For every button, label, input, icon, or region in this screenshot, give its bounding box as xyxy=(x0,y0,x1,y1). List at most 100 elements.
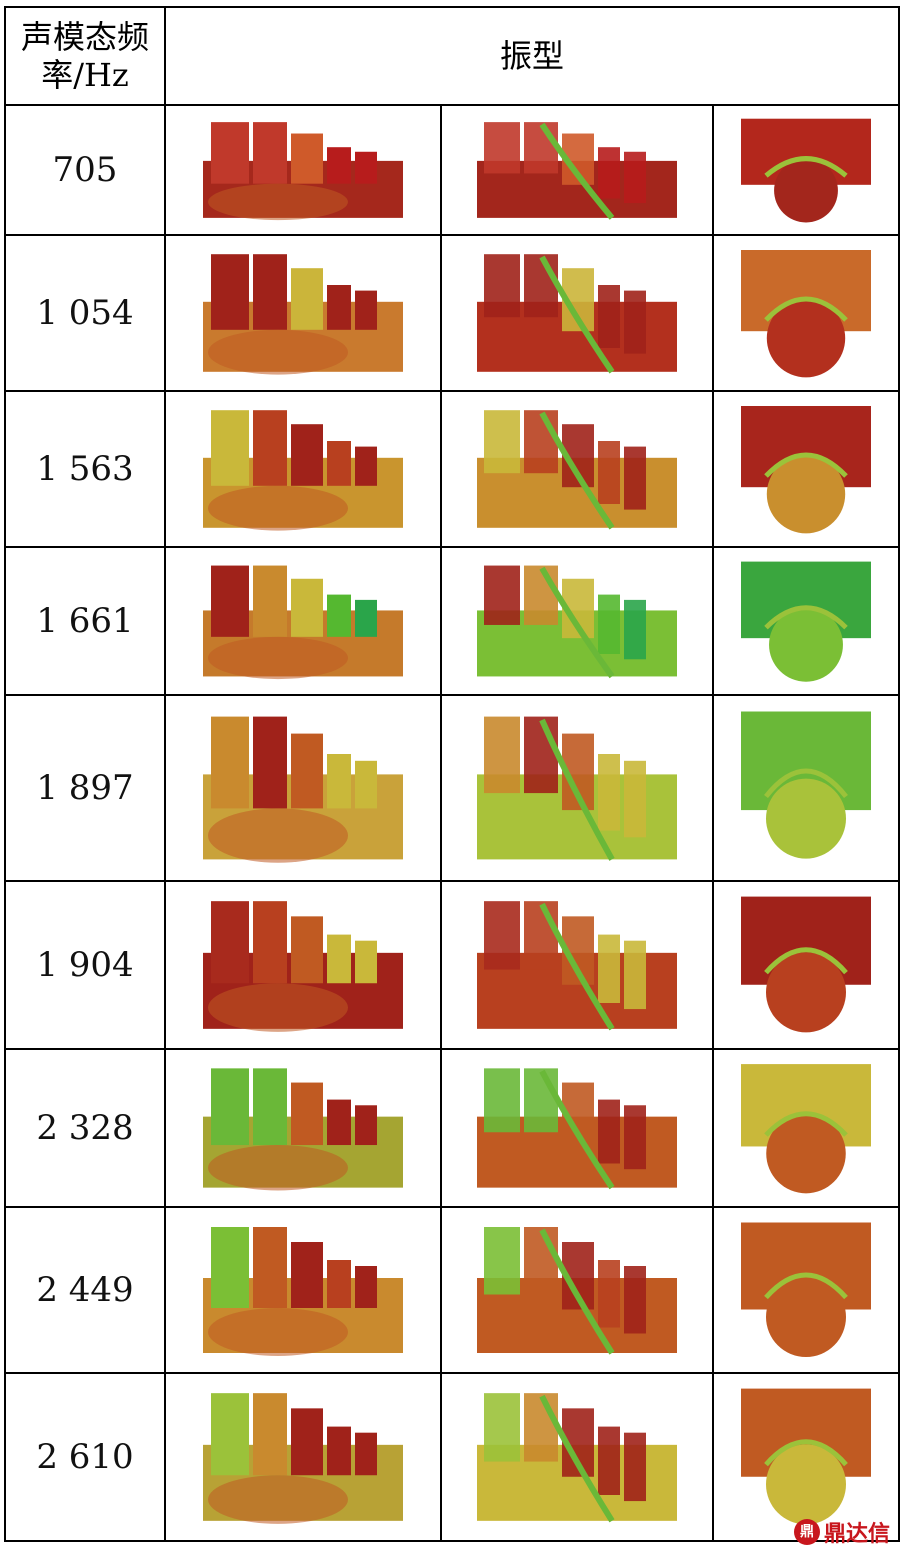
block xyxy=(253,254,287,330)
block xyxy=(291,578,323,637)
frequency-cell: 1 897 xyxy=(4,694,166,882)
section-view-figure xyxy=(477,410,677,530)
mode-shape-side-view-b xyxy=(440,1048,714,1208)
block xyxy=(327,147,351,184)
nodal-arc xyxy=(764,605,848,630)
nodal-line xyxy=(539,718,615,861)
block xyxy=(211,1068,249,1146)
side-view-figure xyxy=(203,565,403,680)
frequency-cell: 2 449 xyxy=(4,1206,166,1374)
table-row: 1 563 xyxy=(4,390,900,548)
block xyxy=(253,122,287,184)
mode-shape-front-view xyxy=(711,546,900,696)
mode-shape-side-view-a xyxy=(164,1206,442,1374)
block xyxy=(624,151,646,204)
mode-shape-side-view-a xyxy=(164,234,442,392)
block xyxy=(598,1426,620,1495)
table-row: 1 054 xyxy=(4,234,900,392)
table-row: 2 610 xyxy=(4,1372,900,1542)
mode-shape-side-view-b xyxy=(440,546,714,696)
block xyxy=(291,424,323,486)
block xyxy=(598,1099,620,1164)
nodal-line xyxy=(539,255,615,374)
block xyxy=(355,599,377,637)
side-view-figure xyxy=(203,122,403,221)
nodal-arc xyxy=(764,296,848,322)
side-view-figure xyxy=(203,901,403,1032)
nodal-arc xyxy=(764,156,848,178)
watermark-logo-icon: 鼎 xyxy=(793,1519,820,1545)
section-view-figure xyxy=(477,122,677,220)
section-view-figure xyxy=(477,1393,677,1523)
block xyxy=(291,1408,323,1476)
block xyxy=(598,441,620,504)
nodal-line xyxy=(539,1228,615,1355)
mode-shape-front-view xyxy=(711,234,900,392)
block xyxy=(291,133,323,184)
cylinder-section xyxy=(766,778,846,859)
mode-shape-side-view-b xyxy=(440,234,714,392)
block xyxy=(327,1099,351,1146)
front-view-figure xyxy=(741,1222,871,1357)
block xyxy=(327,1260,351,1308)
cylinder-section xyxy=(766,952,846,1033)
mode-shape-front-view xyxy=(711,880,900,1050)
contour-band xyxy=(208,1145,348,1191)
block xyxy=(327,934,351,984)
frequency-cell: 1 661 xyxy=(4,546,166,696)
contour-band xyxy=(208,329,348,375)
front-view-figure xyxy=(741,118,871,223)
block xyxy=(327,1426,351,1476)
section-view-figure xyxy=(477,901,677,1031)
nodal-arc xyxy=(764,1111,848,1137)
block xyxy=(484,901,520,970)
block xyxy=(355,1105,377,1146)
mode-shape-front-view xyxy=(711,1206,900,1374)
contour-band xyxy=(208,808,348,863)
block xyxy=(598,754,620,831)
block xyxy=(524,716,558,794)
block xyxy=(524,901,558,970)
mode-shape-front-view xyxy=(711,390,900,548)
frequency-cell: 2 328 xyxy=(4,1048,166,1208)
block xyxy=(355,446,377,486)
mode-shape-side-view-a xyxy=(164,1048,442,1208)
block xyxy=(484,565,520,625)
block xyxy=(624,940,646,1010)
mode-shape-side-view-a xyxy=(164,546,442,696)
cylinder-section xyxy=(766,455,846,534)
front-view-figure xyxy=(741,406,871,534)
block xyxy=(327,754,351,809)
block xyxy=(484,716,520,794)
cylinder-section xyxy=(766,1277,846,1357)
side-view-figure xyxy=(203,410,403,531)
block xyxy=(291,733,323,809)
contour-band xyxy=(208,1475,348,1524)
block xyxy=(291,916,323,984)
header-mode-shape: 振型 xyxy=(163,6,900,106)
block xyxy=(484,410,520,474)
side-view-figure xyxy=(203,1227,403,1356)
block xyxy=(524,410,558,474)
block xyxy=(291,268,323,330)
cylinder-section xyxy=(766,299,846,378)
block xyxy=(524,1227,558,1295)
watermark-text: 鼎达信 xyxy=(823,1522,890,1547)
side-view-figure xyxy=(203,1068,403,1191)
nodal-arc xyxy=(764,947,848,975)
frequency-cell: 1 563 xyxy=(4,390,166,548)
block xyxy=(598,934,620,1003)
block xyxy=(253,901,287,984)
nodal-arc xyxy=(764,1272,848,1300)
block xyxy=(524,122,558,174)
block xyxy=(598,1260,620,1328)
block xyxy=(355,290,377,330)
mode-shape-side-view-b xyxy=(440,1206,714,1374)
front-view-figure xyxy=(741,250,871,378)
cylinder-section xyxy=(766,1113,846,1194)
mode-shape-side-view-b xyxy=(440,880,714,1050)
block xyxy=(484,254,520,318)
block xyxy=(598,147,620,199)
table-row: 1 904 xyxy=(4,880,900,1050)
mode-shape-front-view xyxy=(711,104,900,236)
